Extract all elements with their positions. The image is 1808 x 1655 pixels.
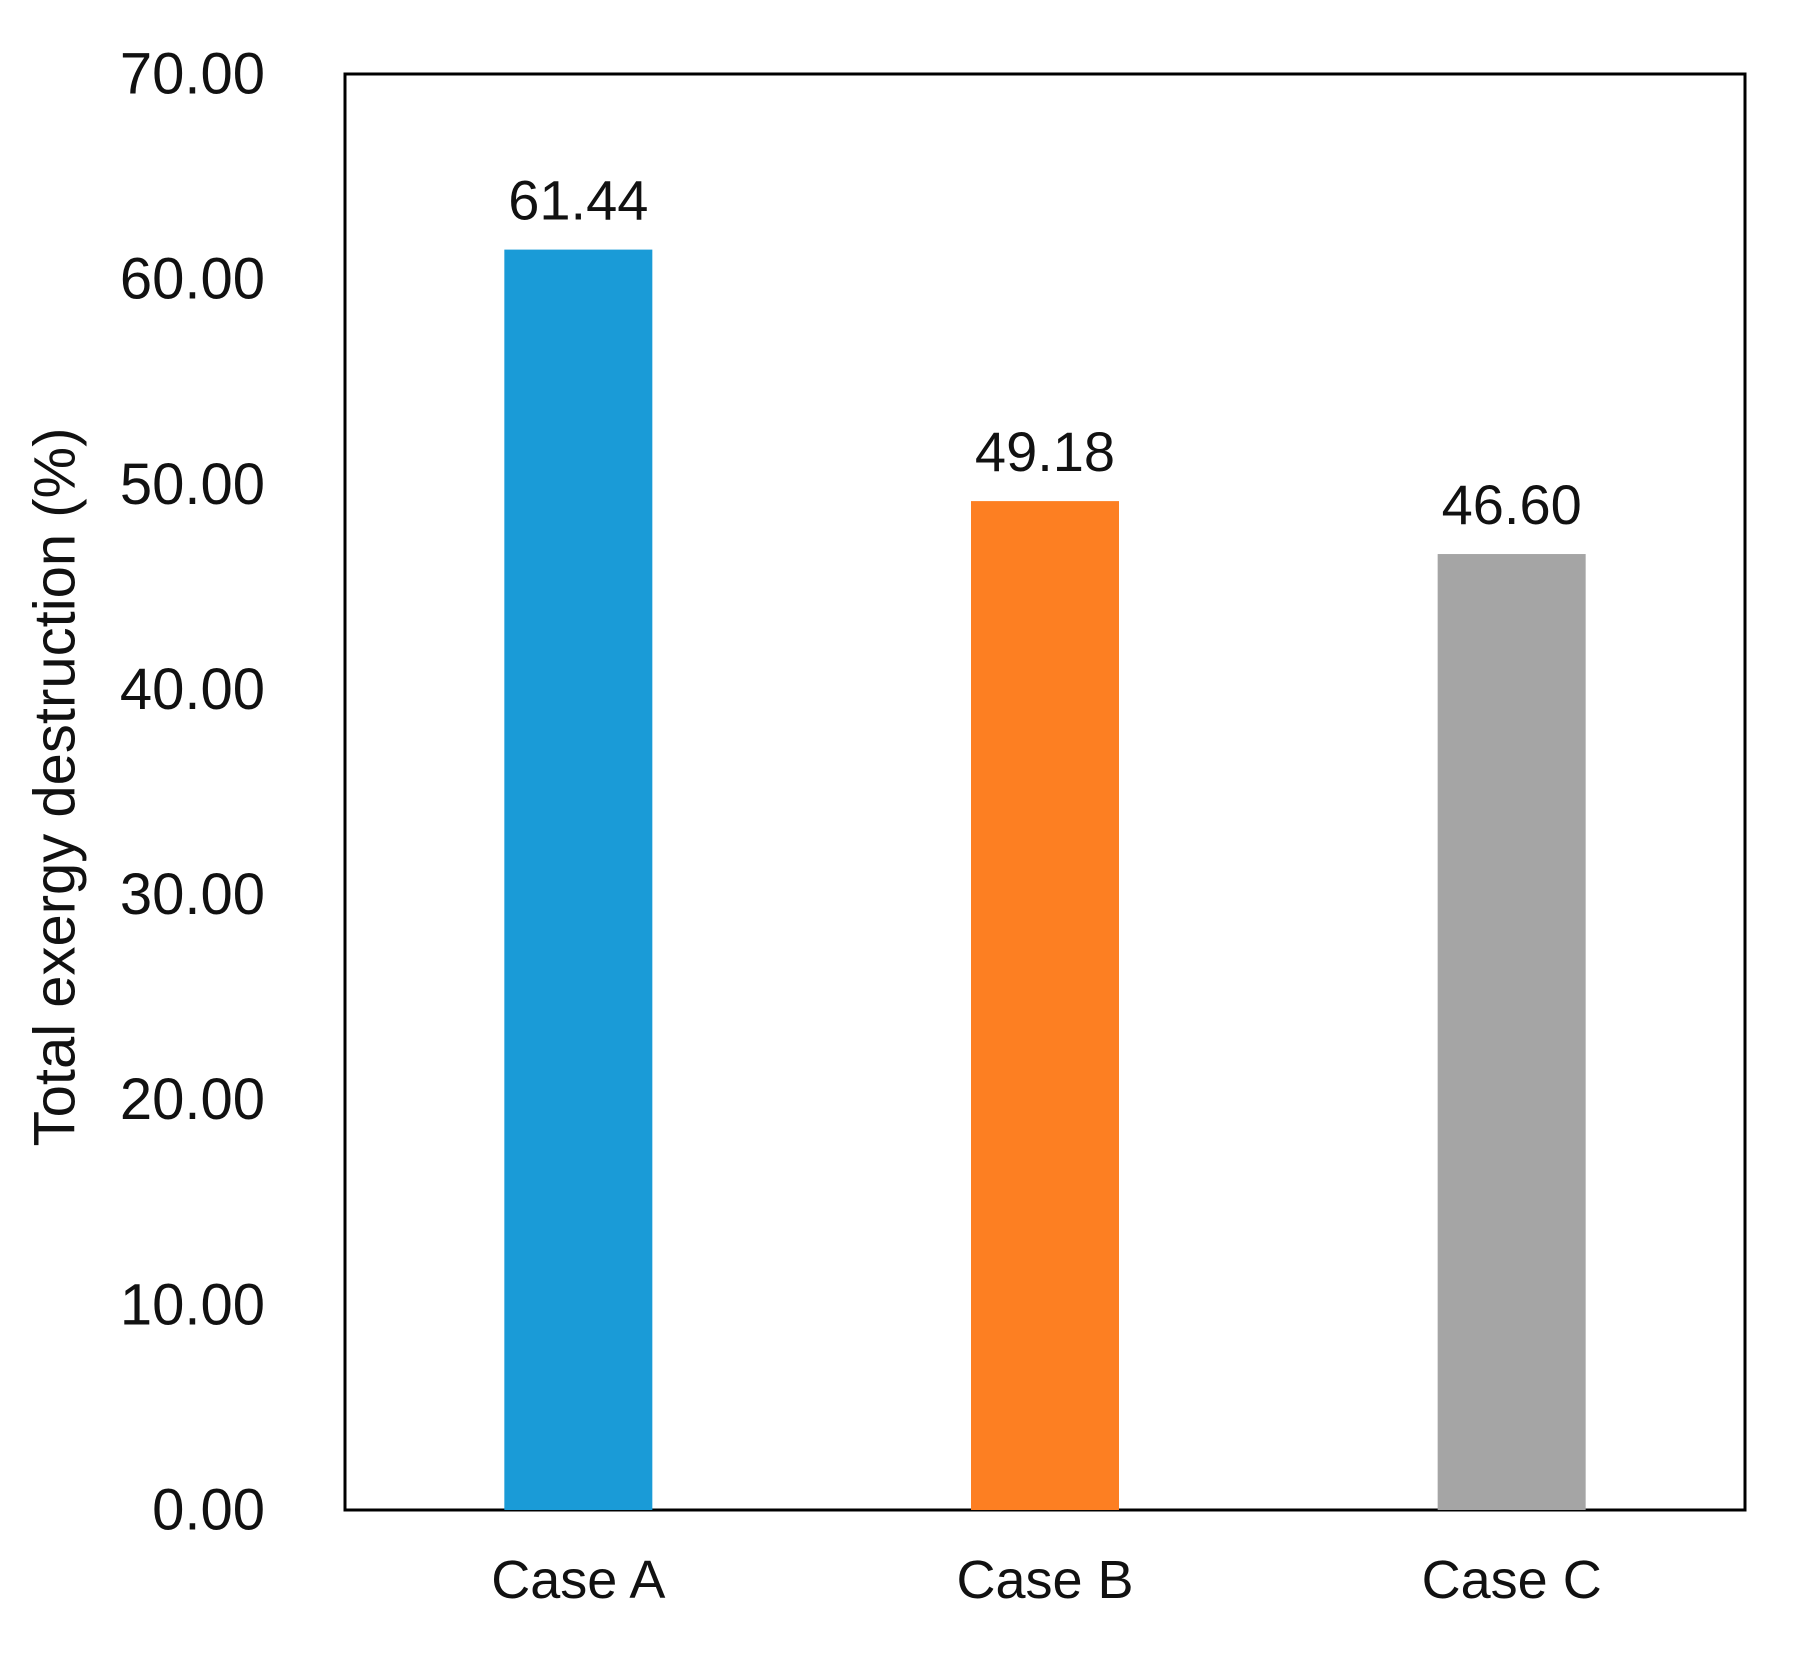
bar-case-c bbox=[1437, 554, 1586, 1510]
data-label-case-a: 61.44 bbox=[508, 169, 648, 232]
y-axis-title: Total exergy destruction (%) bbox=[23, 428, 88, 1147]
bar-case-b bbox=[971, 501, 1119, 1510]
x-category-label: Case B bbox=[956, 1550, 1133, 1610]
y-tick-label: 0.00 bbox=[152, 1478, 265, 1543]
y-tick-label: 40.00 bbox=[120, 657, 265, 722]
data-labels: 61.44 49.18 46.60 bbox=[508, 169, 1581, 536]
data-label-case-c: 46.60 bbox=[1442, 473, 1582, 536]
y-axis-ticks: 0.00 10.00 20.00 30.00 40.00 50.00 60.00 70.00 bbox=[120, 42, 265, 1543]
data-label-case-b: 49.18 bbox=[975, 420, 1115, 483]
bars bbox=[504, 249, 1586, 1510]
y-tick-label: 60.00 bbox=[120, 247, 265, 312]
bar-case-a bbox=[504, 249, 653, 1510]
y-tick-label: 30.00 bbox=[120, 862, 265, 927]
x-category-label: Case A bbox=[491, 1550, 665, 1610]
y-tick-label: 20.00 bbox=[120, 1067, 265, 1132]
y-tick-label: 70.00 bbox=[120, 42, 265, 107]
x-axis-categories: Case A Case B Case C bbox=[491, 1550, 1601, 1610]
y-tick-label: 50.00 bbox=[120, 452, 265, 517]
y-tick-label: 10.00 bbox=[120, 1272, 265, 1337]
x-category-label: Case C bbox=[1422, 1550, 1602, 1610]
